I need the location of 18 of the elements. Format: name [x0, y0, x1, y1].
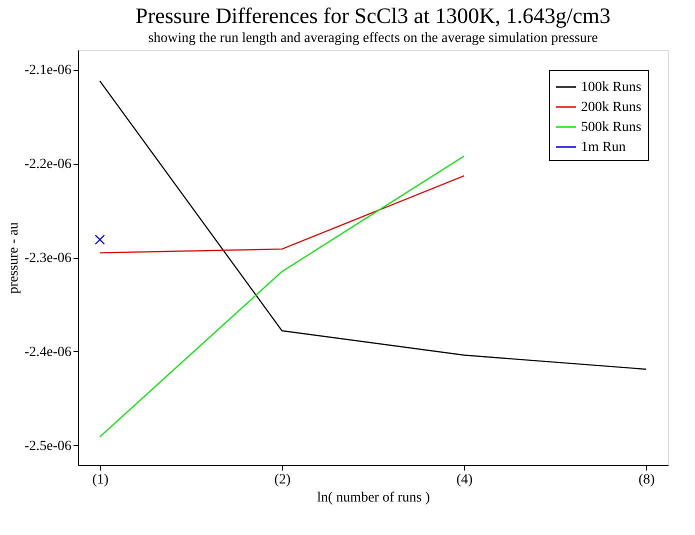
legend-label: 500k Runs	[581, 120, 642, 135]
legend-label: 100k Runs	[581, 80, 642, 95]
y-tick-label: -2.4e-06	[24, 344, 72, 360]
y-axis-title: pressure - au	[6, 222, 22, 294]
chart-subtitle: showing the run length and averaging effects on the average simulation pressure	[148, 31, 598, 46]
x-tick-label: (4)	[456, 472, 474, 488]
x-tick-label: (8)	[638, 472, 656, 488]
x-axis-title: ln( number of runs )	[317, 490, 430, 506]
chart-title: Pressure Differences for ScCl3 at 1300K, 1.643g/cm3	[136, 3, 610, 28]
x-tick-label: (1)	[92, 472, 109, 488]
y-tick-label: -2.5e-06	[24, 438, 72, 454]
y-tick-label: -2.3e-06	[24, 251, 72, 266]
line-series	[99, 80, 647, 370]
legend-label: 200k Runs	[581, 100, 642, 115]
legend-label: 1m Run	[581, 140, 626, 155]
y-tick-label: -2.1e-06	[24, 63, 72, 78]
y-tick-label: -2.2e-06	[24, 157, 72, 172]
x-tick-label: (2)	[274, 472, 291, 488]
